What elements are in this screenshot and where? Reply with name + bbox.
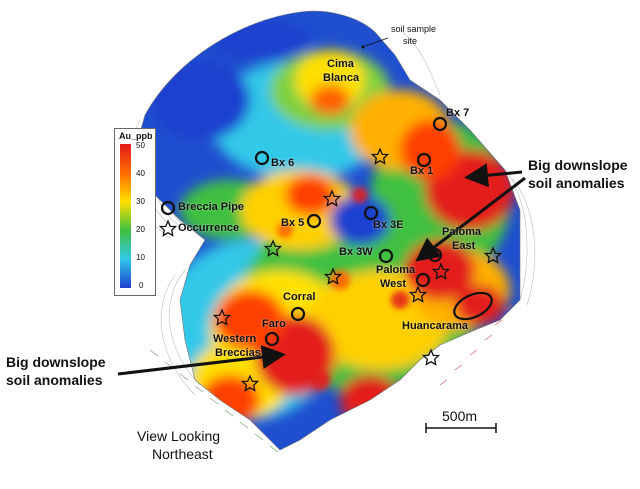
- label-bx7: Bx 7: [446, 107, 470, 119]
- breccia-pipe-faro: [264, 331, 280, 347]
- label-western-breccias-1: Western: [213, 333, 257, 345]
- grid-ticks-left: [149, 349, 279, 453]
- legend-tick: 10: [136, 253, 145, 262]
- soil-sample-label-line1: soil sample: [391, 24, 437, 34]
- breccia-pipe-bx7: [432, 116, 448, 132]
- legend-tick: 20: [136, 225, 145, 234]
- legend-color-ramp: [120, 144, 131, 288]
- soil-sample-label-line2: site: [403, 36, 418, 46]
- occurrence-star: [408, 285, 428, 303]
- arrow-right-upper: [464, 163, 523, 188]
- grid-ticks-right: [439, 304, 513, 386]
- label-bx5: Bx 5: [281, 217, 305, 229]
- legend-breccia-label: Breccia Pipe: [178, 201, 245, 213]
- annotation-right-line1: Big downslope: [528, 157, 628, 173]
- label-cima-blanca-1: Cima: [327, 58, 354, 70]
- annotation-right-line2: soil anomalies: [528, 175, 625, 191]
- legend-occurrence-label: Occurrence: [178, 222, 240, 234]
- label-corral: Corral: [283, 291, 316, 303]
- label-cima-blanca-2: Blanca: [323, 72, 360, 84]
- label-bx1: Bx 1: [410, 165, 434, 177]
- scale-label: 500m: [442, 408, 478, 424]
- occurrence-star: [322, 189, 342, 207]
- label-paloma-east-2: East: [452, 240, 476, 252]
- legend-tick: 0: [139, 281, 144, 290]
- legend-tick: 50: [136, 141, 145, 150]
- breccia-pipe-bx5: [306, 213, 322, 229]
- label-bx6: Bx 6: [271, 157, 295, 169]
- legend-tick: 40: [136, 169, 145, 178]
- occurrence-star: [421, 348, 441, 366]
- map-outline: [134, 10, 521, 451]
- label-faro: Faro: [262, 318, 286, 330]
- soil-sample-pointer: [364, 37, 389, 47]
- occurrence-star: [483, 246, 503, 264]
- occurrence-star: [323, 267, 343, 285]
- au-ppb-legend: Au_ppb 50 40 30 20 10 0: [114, 128, 156, 296]
- breccia-pipe-corral: [290, 306, 306, 322]
- arrow-left: [117, 345, 286, 376]
- label-huancarama: Huancarama: [402, 320, 469, 332]
- label-paloma-west-1: Paloma: [376, 264, 416, 276]
- arrow-right-lower: [415, 176, 526, 262]
- view-direction-line1: View Looking: [137, 428, 221, 444]
- annotation-left-line2: soil anomalies: [6, 372, 103, 388]
- breccia-pipe-paloma-west: [415, 272, 431, 288]
- label-bx3e: Bx 3E: [373, 219, 404, 231]
- occurrence-star: [370, 147, 390, 165]
- legend-title: Au_ppb: [119, 131, 153, 141]
- legend-tick: 30: [136, 197, 145, 206]
- view-direction-line2: Northeast: [152, 446, 213, 462]
- annotation-arrows: [117, 163, 526, 376]
- label-paloma-east-1: Paloma: [442, 226, 482, 238]
- legend-breccia-symbol: [160, 200, 176, 216]
- breccia-pipe-bx1: [416, 152, 432, 168]
- occurrence-star: [212, 308, 232, 326]
- soil-sample-dot: [361, 45, 365, 49]
- legend-occurrence-symbol: [158, 219, 178, 237]
- scale-bar: [425, 423, 497, 433]
- occurrence-star: [431, 262, 451, 280]
- breccia-pipe-bx6: [254, 150, 270, 166]
- breccia-pipe-bx3w: [378, 248, 394, 264]
- huancarama-outline: [453, 291, 493, 321]
- occurrence-star: [240, 374, 260, 392]
- occurrences: [212, 147, 503, 392]
- label-western-breccias-2: Breccias: [215, 347, 261, 359]
- occurrence-star: [263, 239, 283, 257]
- annotation-left-line1: Big downslope: [6, 354, 106, 370]
- label-paloma-west-2: West: [380, 278, 407, 290]
- label-bx3w: Bx 3W: [339, 246, 373, 258]
- breccia-pipe-bx3e: [363, 205, 379, 221]
